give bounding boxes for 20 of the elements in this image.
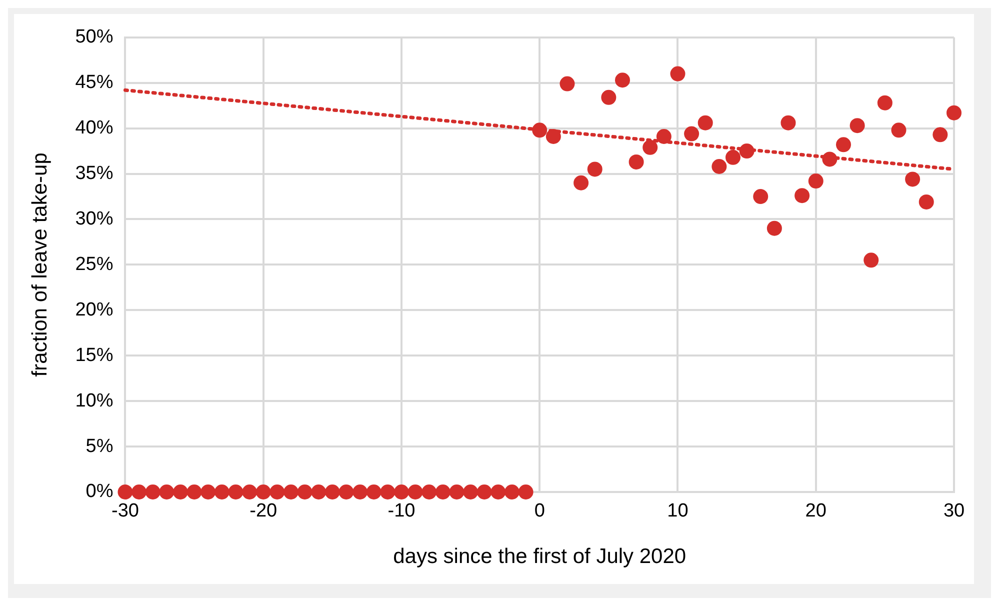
y-tick-label: 20%	[75, 299, 114, 320]
x-tick-label: 10	[667, 500, 688, 522]
x-tick-label: -20	[250, 500, 278, 522]
y-tick-label: 35%	[75, 163, 114, 184]
x-tick-label: 20	[805, 500, 826, 522]
y-tick-label: 45%	[75, 72, 114, 94]
y-tick-label: 25%	[75, 254, 114, 275]
y-tick-label: 30%	[75, 208, 114, 230]
y-axis-title: fraction of leave take-up	[28, 152, 52, 377]
x-tick-label: 0	[534, 500, 545, 522]
y-tick-label: 10%	[75, 390, 114, 412]
y-tick-label: 5%	[86, 436, 114, 457]
y-tick-label: 15%	[75, 344, 114, 366]
x-tick-label: 30	[943, 500, 965, 522]
x-axis-title: days since the first of July 2020	[393, 545, 686, 568]
y-tick-label: 40%	[75, 118, 114, 139]
x-tick-label: -30	[111, 500, 139, 522]
x-tick-label: -10	[388, 500, 416, 522]
y-tick-label: 50%	[75, 26, 114, 48]
y-tick-label: 0%	[86, 481, 114, 502]
